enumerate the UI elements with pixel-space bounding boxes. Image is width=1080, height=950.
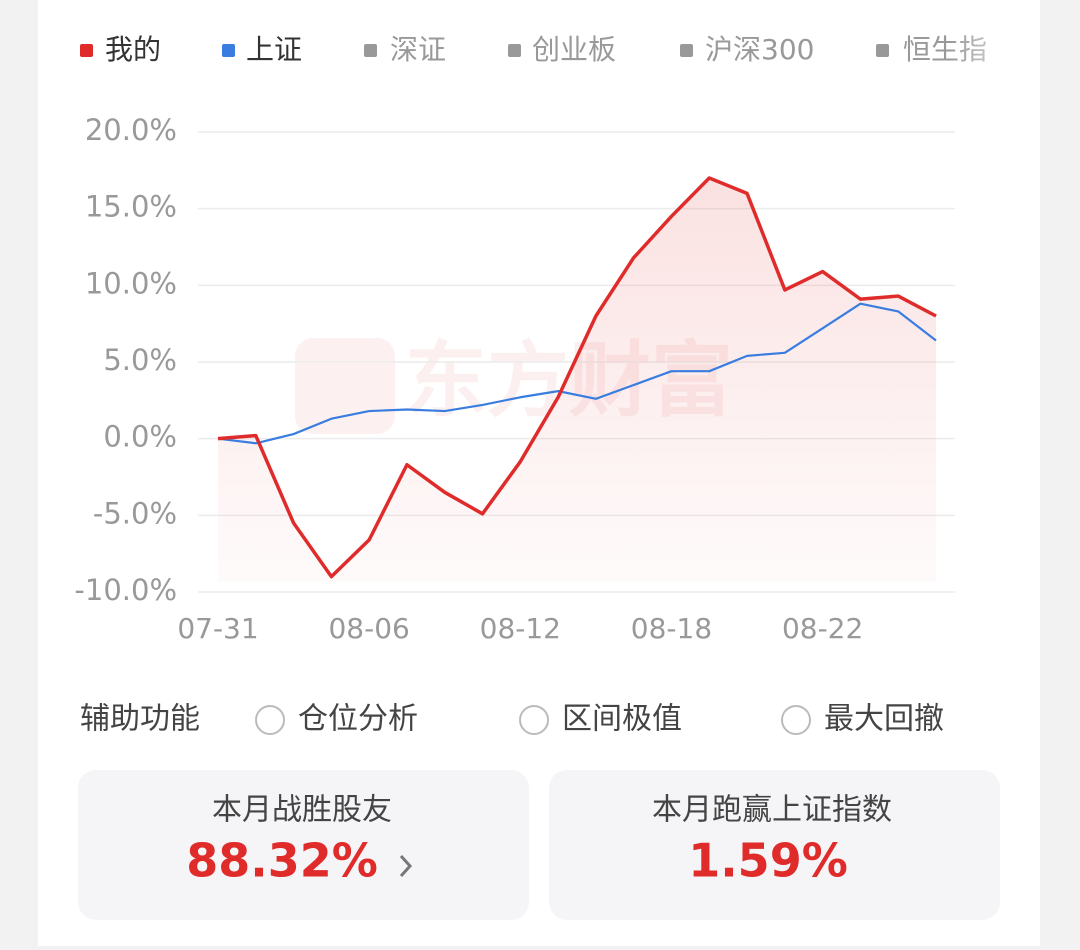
y-tick-label: 10.0% (85, 266, 177, 300)
legend-marker (876, 44, 889, 57)
chart: -10.0% -5.0% 0.0% 5.0% 10.0% 15.0% 20.0% 07-31 0… (74, 33, 987, 645)
stat-value: 88.32% (186, 834, 378, 888)
y-tick-label: 15.0% (85, 190, 177, 224)
series-line (217, 176, 937, 579)
radio-label[interactable]: 最大回撤 (824, 702, 944, 737)
x-tick-label: 08-22 (782, 612, 863, 645)
stat-label: 本月战胜股友 (212, 793, 392, 828)
radio[interactable] (255, 705, 285, 735)
x-tick-label: 07-31 (177, 612, 258, 645)
series-line (217, 302, 937, 445)
legend-label[interactable]: 上证 (246, 33, 302, 66)
radio-label[interactable]: 区间极值 (562, 702, 682, 737)
radio[interactable] (781, 705, 811, 735)
radio-label[interactable]: 仓位分析 (298, 702, 418, 737)
legend-marker (680, 44, 693, 57)
x-tick-label: 08-06 (328, 612, 409, 645)
x-tick-label: 08-18 (631, 612, 712, 645)
legend-label[interactable]: 沪深300 (705, 33, 814, 66)
legend-fade (950, 25, 1040, 80)
legend-marker (508, 44, 521, 57)
y-tick-label: 0.0% (103, 420, 177, 454)
radio[interactable] (519, 705, 549, 735)
x-tick-label: 08-12 (480, 612, 561, 645)
y-tick-label: 5.0% (103, 343, 177, 377)
stat-value: 1.59% (688, 834, 848, 888)
area (218, 178, 936, 582)
y-tick-label: -5.0% (93, 496, 177, 530)
legend-marker (364, 44, 377, 57)
legend-label[interactable]: 创业板 (532, 33, 616, 66)
tools-title: 辅助功能 (80, 702, 200, 737)
legend-marker (80, 44, 93, 57)
legend-label[interactable]: 深证 (390, 33, 446, 66)
legend-label[interactable]: 我的 (105, 33, 161, 66)
y-tick-label: 20.0% (85, 113, 177, 147)
watermark-logo (295, 338, 395, 434)
chevron (399, 854, 413, 878)
stat-card[interactable] (78, 770, 529, 920)
stat-label: 本月跑赢上证指数 (652, 793, 892, 828)
tools: 仓位分析 区间极值 最大回撤 (255, 702, 944, 737)
y-tick-label: -10.0% (74, 573, 177, 607)
legend-marker (222, 44, 235, 57)
stat-card (549, 770, 1000, 920)
